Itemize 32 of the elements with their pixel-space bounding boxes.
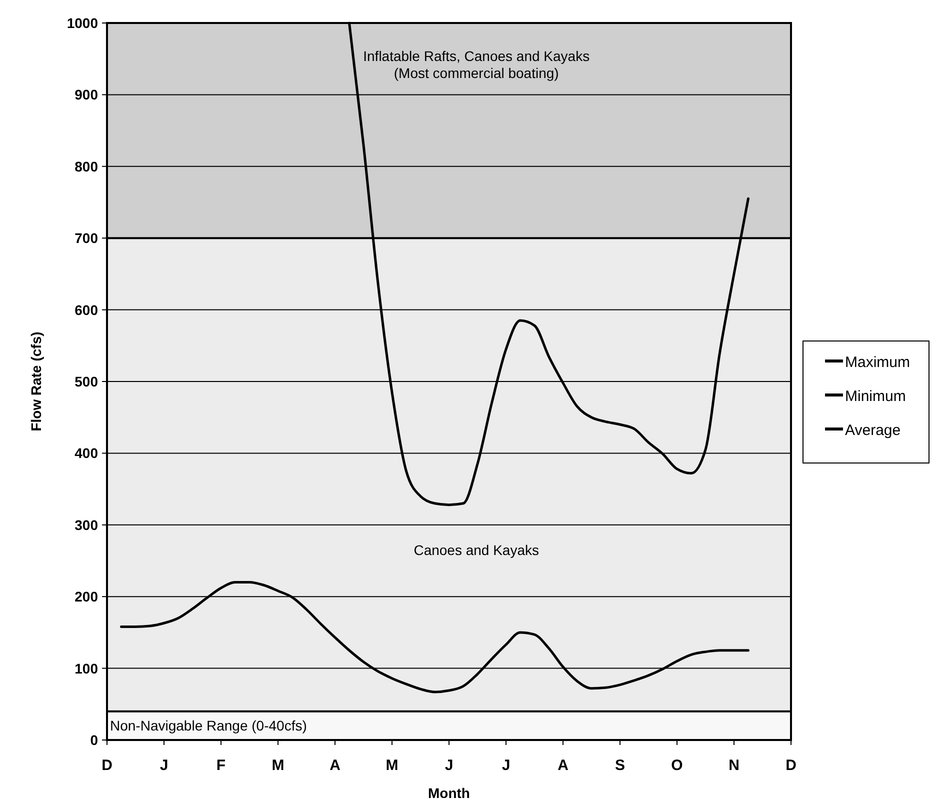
x-tick-label: F [216, 757, 226, 774]
y-tick-label: 300 [74, 516, 98, 533]
y-tick-label: 600 [74, 302, 98, 318]
y-tick-label: 400 [74, 445, 98, 462]
x-axis-title: Month [428, 785, 470, 801]
y-tick-label: 100 [74, 660, 98, 676]
legend-label: Average [845, 422, 901, 439]
x-tick-label: J [444, 757, 454, 774]
y-tick-label: 200 [74, 588, 98, 605]
x-tick-label: J [160, 757, 168, 774]
x-tick-label: J [502, 757, 510, 774]
x-tick-label: N [728, 757, 740, 774]
y-tick-label: 500 [74, 374, 98, 390]
x-tick-label: O [671, 757, 684, 774]
y-tick-label: 900 [74, 86, 98, 103]
x-tick-label: M [272, 757, 284, 774]
y-axis-title: Flow Rate (cfs) [28, 332, 44, 432]
legend-label: Maximum [845, 354, 910, 371]
band-label: Non-Navigable Range (0-40cfs) [110, 718, 307, 734]
x-tick-label: M [386, 757, 398, 774]
x-tick-label: A [330, 757, 341, 774]
band-label: Inflatable Rafts, Canoes and Kayaks (Most commercial boating) [363, 48, 590, 81]
x-tick-label: D [102, 757, 113, 774]
x-tick-label: D [786, 757, 797, 774]
y-tick-label: 700 [74, 230, 98, 246]
y-tick-label: 800 [74, 158, 98, 174]
x-tick-label: A [558, 757, 569, 774]
band-label: Canoes and Kayaks [414, 542, 540, 558]
y-tick-label: 1000 [66, 15, 98, 31]
x-tick-label: S [614, 757, 626, 774]
legend-label: Minimum [845, 388, 906, 405]
y-tick-label: 0 [90, 732, 98, 748]
